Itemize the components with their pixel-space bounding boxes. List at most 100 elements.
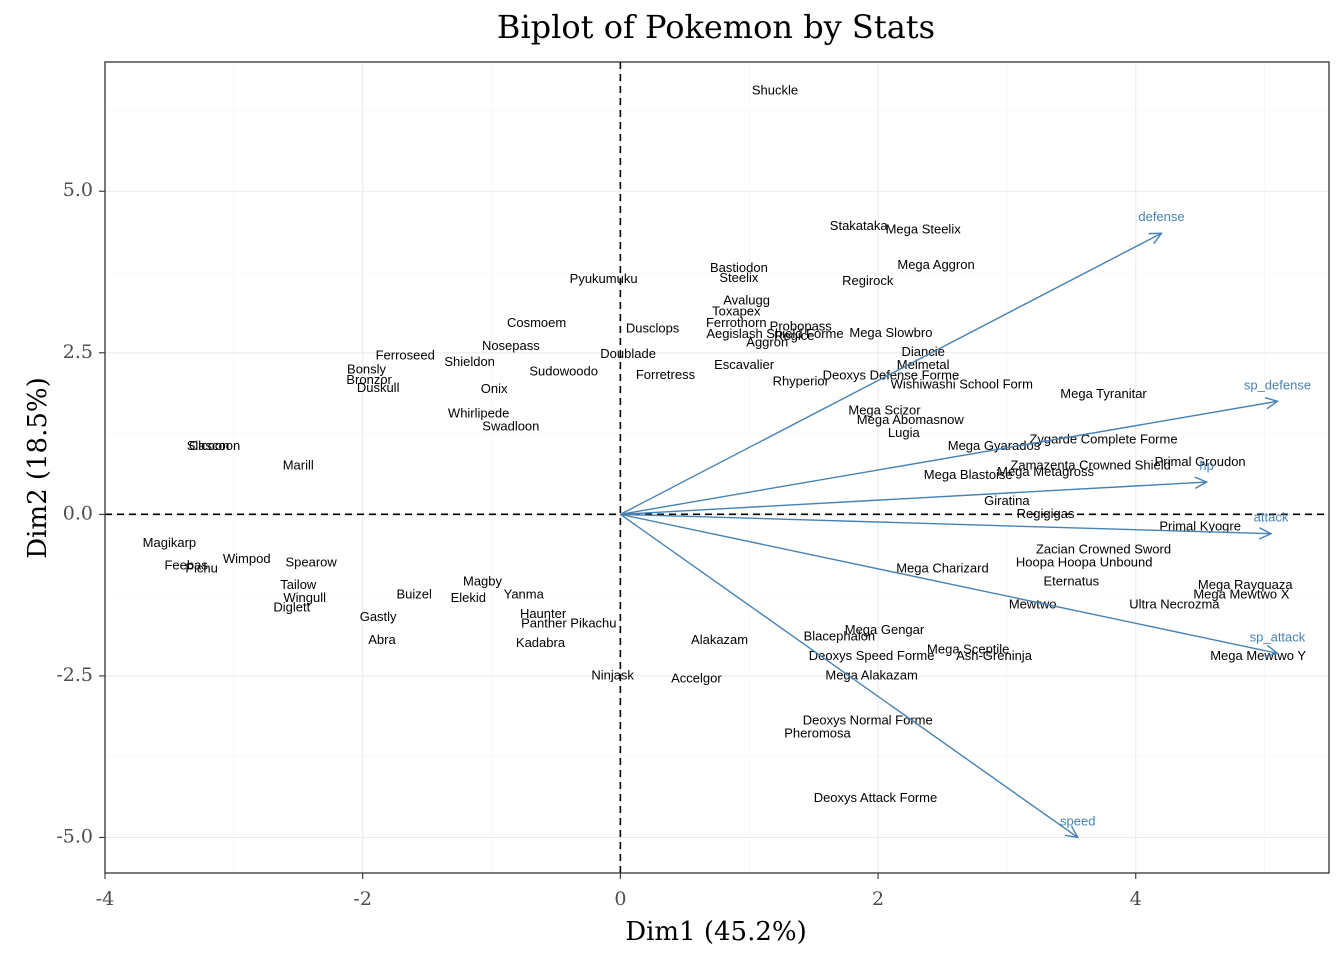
point-label: Mega Gengar <box>845 622 925 637</box>
point-label: Diglett <box>273 599 310 614</box>
point-label: Abra <box>368 632 396 647</box>
point-label: Shieldon <box>444 354 495 369</box>
point-label: Duskull <box>357 380 400 395</box>
point-label: Swadloon <box>482 419 539 434</box>
y-axis: -5.0 -2.5 0.0 2.5 5.0 <box>56 179 105 847</box>
variable-label: sp_attack <box>1250 629 1306 644</box>
point-label: Deoxys Defense Forme <box>823 367 960 382</box>
point-label: Probopass <box>770 318 833 333</box>
chart-title: Biplot of Pokemon by Stats <box>497 8 935 46</box>
arrowhead <box>1194 476 1209 489</box>
x-tick-label: 2 <box>872 888 884 910</box>
point-label: Aegislash Shield Forme <box>706 326 843 341</box>
point-label: Aggron <box>746 335 788 350</box>
variable-label: speed <box>1060 813 1095 828</box>
point-label: Bronzor <box>346 372 392 387</box>
x-tick-label: -4 <box>96 888 115 910</box>
x-tick-label: -2 <box>353 888 372 910</box>
point-label: Buizel <box>397 587 433 602</box>
point-label: Escavalier <box>714 357 775 372</box>
point-label: Stakataka <box>830 218 889 233</box>
point-label: Onix <box>481 381 508 396</box>
point-label: Regirock <box>842 273 894 288</box>
point-label: Rhyperior <box>773 373 830 388</box>
x-tick-label: 0 <box>614 888 626 910</box>
variable-arrow-sp-attack <box>620 513 1278 654</box>
variable-label: hp <box>1199 458 1213 473</box>
point-label: Mega Steelix <box>886 221 962 236</box>
point-label: Pichu <box>185 561 218 576</box>
point-label: Alakazam <box>691 632 748 647</box>
point-label: Mega Gyarados <box>948 438 1041 453</box>
point-label: Zacian Crowned Sword <box>1036 541 1171 556</box>
plot-panel <box>104 61 1330 874</box>
point-label: Feebas <box>164 557 208 572</box>
x-tick-label: 4 <box>1130 888 1142 910</box>
arrowhead <box>1064 825 1080 839</box>
y-tick-label: 5.0 <box>63 179 93 201</box>
arrowhead <box>1258 527 1273 540</box>
point-label: Bastiodon <box>710 260 768 275</box>
arrowhead <box>1148 232 1163 245</box>
point-label: Mega Scizor <box>848 402 921 417</box>
point-label: Silcoon <box>187 438 230 453</box>
point-label: Pheromosa <box>784 726 851 741</box>
variable-arrow-sp-defense <box>620 400 1278 516</box>
point-label: Mega Blastoise <box>924 467 1013 482</box>
point-label: Wishiwashi School Form <box>891 377 1033 392</box>
y-tick-label: -2.5 <box>56 664 93 686</box>
point-label: Zamazenta Crowned Shield <box>1010 457 1170 472</box>
point-label: Forretress <box>636 367 696 382</box>
point-label: Ultra Necrozma <box>1129 596 1220 611</box>
point-label: Mega Tyranitar <box>1060 386 1147 401</box>
point-label: Mega Abomasnow <box>857 412 965 427</box>
variable-label: attack <box>1254 510 1289 525</box>
variable-arrow-defense <box>620 232 1162 515</box>
point-label: Steelix <box>719 270 759 285</box>
point-label: Haunter <box>520 606 567 621</box>
point-label: Mega Slowbro <box>849 325 932 340</box>
point-label: Bonsly <box>347 362 387 377</box>
point-label: Mewtwo <box>1009 596 1057 611</box>
panel-background <box>105 62 1329 873</box>
point-label: Accelgor <box>671 671 722 686</box>
x-axis: -4 -2 0 2 4 <box>96 873 1142 910</box>
point-label: Toxapex <box>712 304 761 319</box>
x-axis-title: Dim1 (45.2%) <box>625 917 807 947</box>
point-label: Spearow <box>285 554 337 569</box>
point-label: Kadabra <box>516 635 566 650</box>
point-label: Ninjask <box>591 667 634 682</box>
point-label: Deoxys Attack Forme <box>814 790 938 805</box>
point-label: Shuckle <box>752 83 798 98</box>
point-label: Deoxys Speed Forme <box>809 648 935 663</box>
variable-label: defense <box>1138 209 1184 224</box>
point-label: Wingull <box>283 590 326 605</box>
point-label: Nosepass <box>482 338 540 353</box>
variable-arrow-speed <box>619 513 1079 839</box>
point-label: Dusclops <box>626 320 680 335</box>
point-label: Mega Aggron <box>897 257 974 272</box>
y-tick-label: 0.0 <box>63 502 93 524</box>
y-tick-label: 2.5 <box>63 341 93 363</box>
point-label: Deoxys Normal Forme <box>803 713 933 728</box>
point-label: Regigigas <box>1017 506 1075 521</box>
point-label: Blacephalon <box>804 629 876 644</box>
point-label: Tailow <box>280 577 317 592</box>
point-label: Magby <box>463 574 503 589</box>
point-label: Whirlipede <box>448 406 509 421</box>
point-label: Cosmoem <box>507 315 566 330</box>
grid <box>104 62 1329 873</box>
point-label: Avalugg <box>723 293 770 308</box>
point-label: Magikarp <box>143 535 196 550</box>
point-label: Zygarde Complete Forme <box>1029 431 1177 446</box>
point-label: Mega Metagross <box>997 464 1094 479</box>
point-label: Wimpod <box>223 551 271 566</box>
point-label: Marill <box>283 457 314 472</box>
reference-lines <box>105 62 1329 873</box>
point-label: Panther Pikachu <box>521 616 616 631</box>
point-label: Mega Rayquaza <box>1198 577 1293 592</box>
point-label: Eternatus <box>1043 574 1099 589</box>
point-label: Sudowoodo <box>529 364 598 379</box>
